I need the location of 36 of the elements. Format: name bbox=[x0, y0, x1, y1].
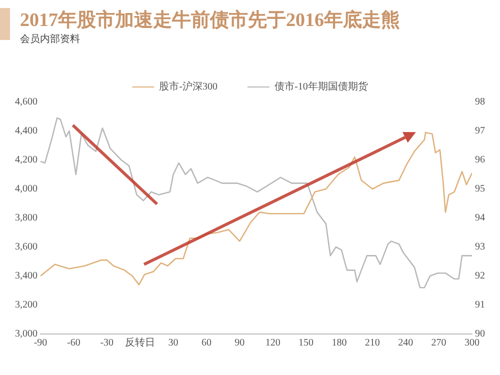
legend-label: 债市-10年期国债期货 bbox=[274, 80, 368, 93]
y2-tick-label: 95 bbox=[475, 184, 485, 195]
y2-tick-label: 94 bbox=[475, 212, 485, 224]
y2-tick-label: 98 bbox=[475, 96, 485, 108]
y2-tick-label: 90 bbox=[475, 328, 485, 340]
x-tick-label: 150 bbox=[298, 338, 314, 349]
x-tick-label: 270 bbox=[431, 338, 446, 349]
x-tick-label: 210 bbox=[364, 338, 380, 349]
y2-tick-label: 93 bbox=[475, 242, 485, 253]
x-tick-label: 180 bbox=[332, 338, 347, 349]
x-tick-label: -60 bbox=[67, 338, 80, 349]
x-tick-label: -30 bbox=[100, 338, 114, 349]
y2-tick-label: 91 bbox=[475, 300, 485, 311]
y-tick-label: 3,000 bbox=[15, 328, 38, 340]
chart-title: 2017年股市加速走牛前债市先于2016年底走熊 bbox=[20, 8, 400, 33]
x-tick-label: 反转日 bbox=[125, 336, 156, 349]
y-tick-label: 3,600 bbox=[15, 242, 38, 253]
chart-subtitle: 会员内部资料 bbox=[20, 32, 80, 46]
y2-tick-label: 97 bbox=[475, 126, 485, 137]
y-tick-label: 3,200 bbox=[15, 300, 38, 311]
y-tick-label: 4,000 bbox=[15, 184, 38, 195]
y-tick-label: 4,600 bbox=[15, 96, 38, 108]
x-tick-label: -90 bbox=[34, 338, 48, 349]
y-tick-label: 4,200 bbox=[15, 154, 38, 166]
x-tick-label: 240 bbox=[398, 338, 414, 349]
x-tick-label: 300 bbox=[464, 338, 480, 349]
y2-tick-label: 92 bbox=[475, 270, 485, 282]
y2-tick-label: 96 bbox=[475, 154, 485, 166]
x-tick-label: 120 bbox=[265, 338, 280, 349]
y-tick-label: 4,400 bbox=[15, 126, 38, 137]
x-tick-label: 30 bbox=[168, 338, 178, 349]
y-tick-label: 3,400 bbox=[15, 270, 38, 282]
legend-label: 股市-沪深300 bbox=[159, 80, 218, 93]
x-tick-label: 90 bbox=[234, 338, 245, 349]
y-tick-label: 3,800 bbox=[15, 212, 38, 224]
x-tick-label: 60 bbox=[201, 338, 212, 349]
